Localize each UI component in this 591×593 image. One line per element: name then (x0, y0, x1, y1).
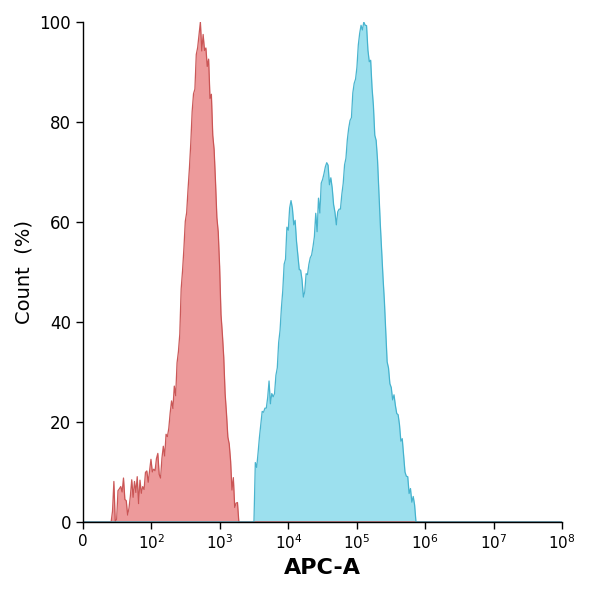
X-axis label: APC-A: APC-A (284, 558, 361, 578)
Y-axis label: Count  (%): Count (%) (15, 220, 34, 324)
